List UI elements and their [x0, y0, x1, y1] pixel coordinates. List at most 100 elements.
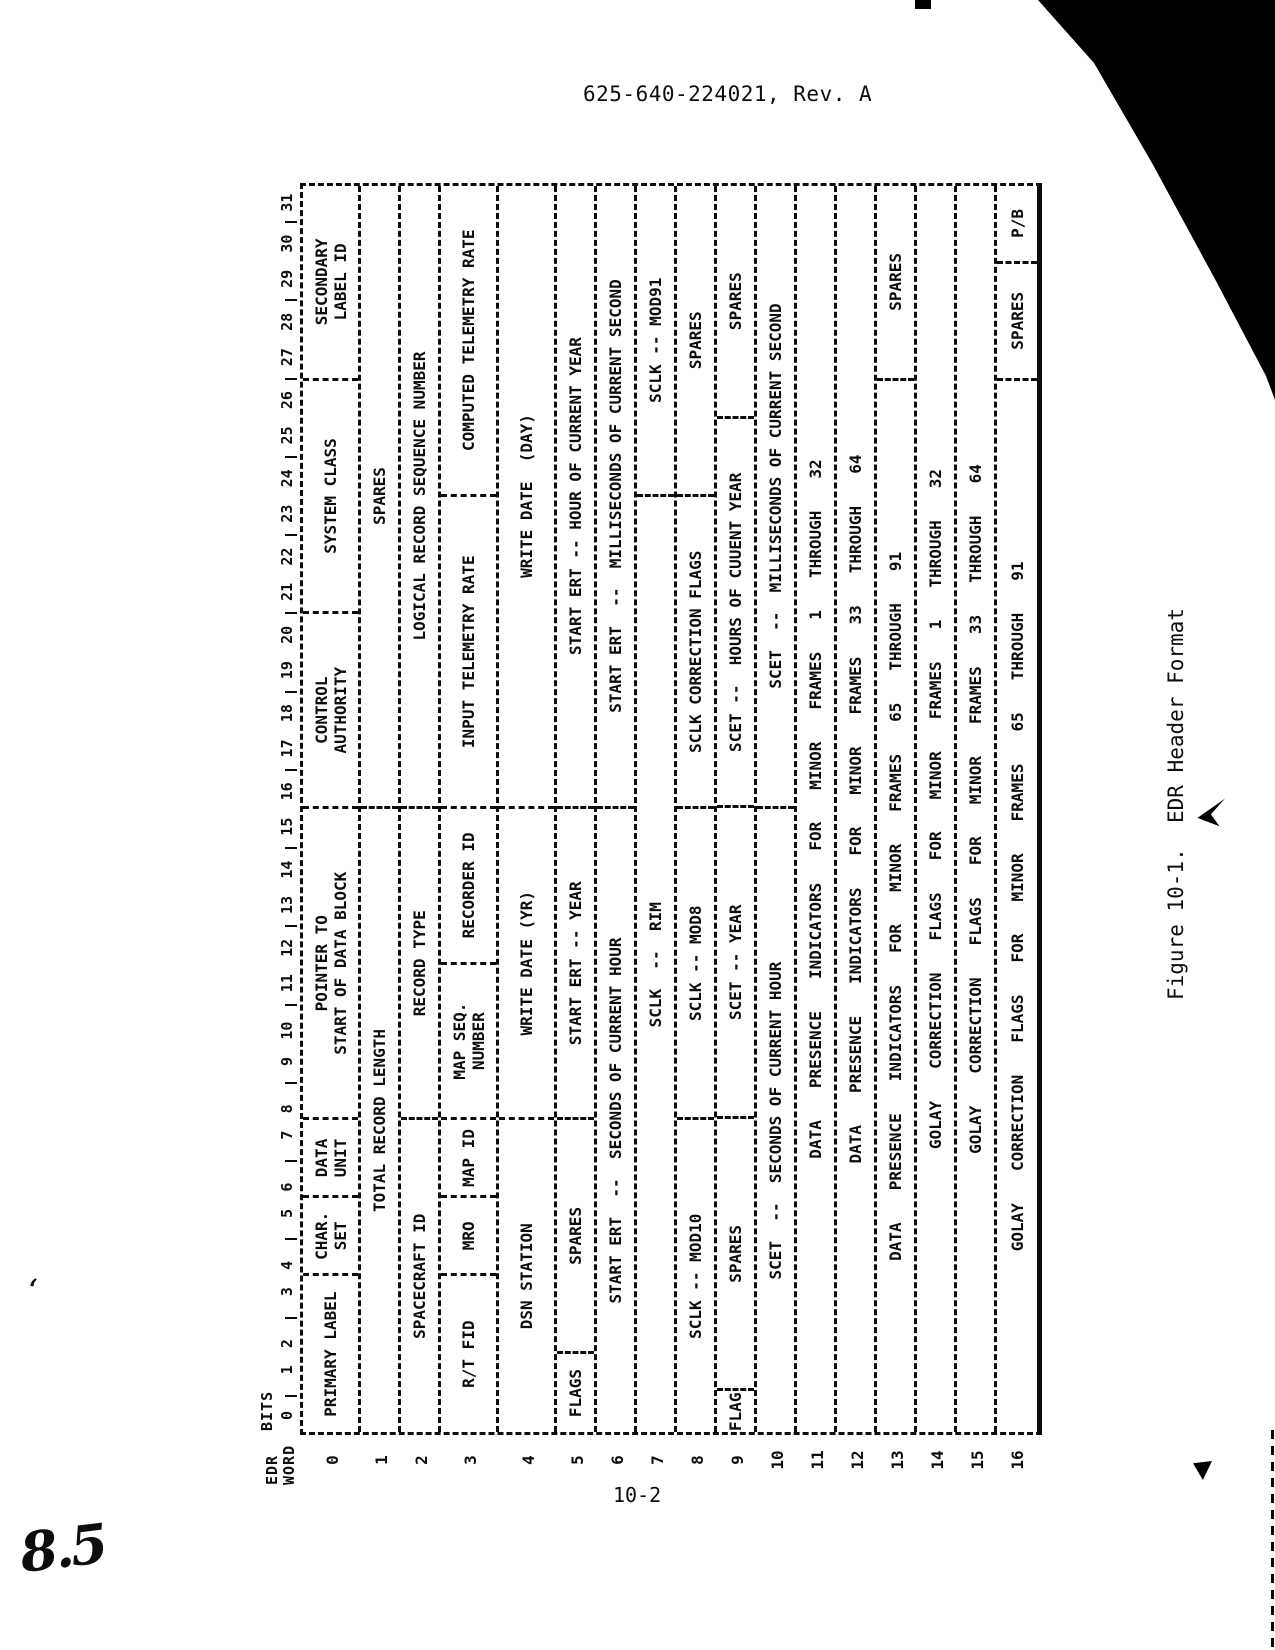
handwritten-note: 8.5 [16, 1511, 109, 1585]
word-number: 11 [807, 1450, 827, 1470]
triangle-mark-icon [1193, 1461, 1212, 1480]
figure-caption: Figure 10-1. EDR Header Format [1164, 608, 1188, 1000]
table-row: DSN STATION WRITE DATE (YR) WRITE DATE (DA… [499, 186, 557, 1432]
word-number: 16 [1007, 1450, 1027, 1470]
table-cell: RECORDER ID [441, 809, 496, 965]
word-number: 13 [887, 1450, 907, 1470]
table-cell: SCET -- HOURS OF CUUENT YEAR [717, 419, 754, 809]
table-row: SCET -- SECONDS OF CURRENT HOUR SCET -- M… [757, 186, 797, 1432]
pen-arrow-mark-icon [1196, 798, 1229, 829]
bit-number-group: 25 26 [276, 379, 298, 457]
table-cell: DATA PRESENCE INDICATORS FOR MINOR FRAME… [886, 551, 905, 1261]
word-number: 7 [647, 1455, 667, 1465]
bit-number-group: 3 4 [276, 1239, 298, 1317]
table-row: DATA PRESENCE INDICATORS FOR MINOR FRAME… [877, 186, 917, 1432]
table-cell: START ERT -- YEAR [557, 809, 594, 1121]
table-cell: START ERT -- MILLISECONDS OF CURRENT SEC… [597, 186, 634, 809]
table-cell: SPARES [997, 263, 1037, 381]
table-cell: PRIMARY LABEL [321, 1291, 340, 1417]
table-cell: GOLAY CORRECTION FLAGS FOR MINOR FRAMES … [1007, 561, 1027, 1252]
table-cell: DATA PRESENCE INDICATORS FOR MINOR FRAME… [806, 459, 825, 1159]
table-cell: SCLK -- RIM [646, 902, 665, 1028]
bit-number-group: 23 24 [276, 457, 298, 535]
table-cell: CHAR. SET [303, 1198, 358, 1277]
table-row: SPACECRAFT ID RECORD TYPE LOGICAL RECORD S… [401, 186, 441, 1432]
word-number: 0 [322, 1455, 342, 1465]
bit-number-group: 1 2 [276, 1318, 298, 1396]
bit-number-group: 31 [278, 193, 296, 212]
word-number: 6 [607, 1455, 627, 1465]
table-cell: SPARES [361, 186, 398, 809]
table-cell: DSN STATION [517, 1223, 536, 1330]
table-row: TOTAL RECORD LENGTH SPARES [361, 186, 401, 1432]
table-cell: SCLK -- MOD8 [677, 809, 714, 1121]
bit-number-group: 13 14 [276, 848, 298, 926]
table-row: START ERT -- SECONDS OF CURRENT HOUR STAR… [597, 186, 637, 1432]
word-number: 12 [847, 1450, 867, 1470]
table-cell: SECONDARY LABEL ID [303, 186, 358, 381]
table-row: SCLK -- RIM SCLK -- MOD91 [637, 186, 677, 1432]
table-cell: SPARES [717, 186, 754, 420]
bit-number-group: 21 22 [276, 535, 298, 613]
table-cell: WRITE DATE (YR) [499, 809, 554, 1121]
table-cell: CONTROL AUTHORITY [303, 614, 358, 809]
word-number: 4 [518, 1455, 538, 1465]
bit-number-group: 0 [276, 1396, 298, 1435]
bit-number-group: 9 10 [276, 1005, 298, 1083]
bit-number-group: 19 20 [276, 613, 298, 691]
table-cell: SCLK -- MOD91 [637, 186, 674, 498]
edr-label: EDR [263, 1454, 281, 1485]
bit-number-group: 17 18 [276, 692, 298, 770]
table-row: DATA PRESENCE INDICATORS FOR MINOR FRAME… [837, 186, 877, 1432]
edr-word-corner-label: EDR WORD [263, 1435, 298, 1485]
bit-number-group: 7 8 [276, 1083, 298, 1161]
word-number: 9 [727, 1455, 747, 1465]
table-cell: SCET -- YEAR [717, 808, 754, 1120]
table-cell: SYSTEM CLASS [303, 380, 358, 615]
table-cell: LOGICAL RECORD SEQUENCE NUMBER [401, 186, 438, 809]
word-number: 8 [687, 1455, 707, 1465]
bit-number-group: 27 28 [276, 300, 298, 378]
word-number: 14 [927, 1450, 947, 1470]
table-row: FLAG SPARES SCET -- YEAR SCET -- HOURS OF C… [717, 186, 757, 1432]
table-cell: GOLAY CORRECTION FLAGS FOR MINOR FRAMES … [966, 464, 985, 1154]
word-number: 2 [411, 1455, 431, 1465]
page-number: 10-2 [613, 1483, 662, 1507]
table-cell: FLAG [726, 1392, 745, 1431]
table-cell: SPARES [717, 1119, 754, 1392]
table-cell: SCLK -- MOD10 [686, 1213, 705, 1339]
table-row: PRIMARY LABEL CHAR. SET DATA UNIT POINTER T… [303, 186, 361, 1432]
table-cell: INPUT TELEMETRY RATE [441, 497, 496, 809]
table-cell: START ERT -- SECONDS OF CURRENT HOUR [606, 937, 625, 1304]
page-edge-artifact [1271, 1430, 1274, 1650]
word-number: 10 [767, 1450, 787, 1470]
table-cell: TOTAL RECORD LENGTH [370, 1028, 389, 1213]
word-number: 3 [460, 1455, 480, 1465]
table-cell: START ERT -- HOUR OF CURRENT YEAR [557, 186, 594, 809]
scan-tick-artifact [915, 0, 931, 9]
table-cell: R/T FID [459, 1320, 478, 1388]
bits-label: BITS [258, 1390, 276, 1431]
table-row: R/T FID MRO MAP ID MAP SEQ. NUMBER RECORDER … [441, 186, 499, 1432]
page-corner-fold-artifact [1038, 0, 1275, 400]
table-row: DATA PRESENCE INDICATORS FOR MINOR FRAME… [797, 186, 837, 1432]
table-cell: FLAGS [566, 1368, 585, 1418]
stray-pen-mark: ‘ [23, 1271, 40, 1313]
table-cell: SPACECRAFT ID [410, 1213, 429, 1339]
word-number-column: 0 1 2 3 4 5 6 7 8 9 10 11 12 13 14 15 16 [300, 1435, 1042, 1485]
table-cell: MRO [441, 1198, 496, 1277]
table-cell: SCET -- SECONDS OF CURRENT HOUR [766, 961, 785, 1280]
table-cell: MAP SEQ. NUMBER [441, 964, 496, 1121]
table-cell: GOLAY CORRECTION FLAGS FOR MINOR FRAMES … [926, 468, 945, 1150]
table-row: SCLK -- MOD10 SCLK -- MOD8 SCLK CORRECTION… [677, 186, 717, 1432]
table-cell: SPARES [557, 1120, 594, 1355]
edr-table-body: PRIMARY LABEL CHAR. SET DATA UNIT POINTER T… [300, 183, 1042, 1435]
table-row: GOLAY CORRECTION FLAGS FOR MINOR FRAMES … [997, 186, 1037, 1432]
table-cell: MAP ID [441, 1120, 496, 1199]
table-row: GOLAY CORRECTION FLAGS FOR MINOR FRAMES … [957, 186, 997, 1432]
bit-number-group: 11 12 [276, 926, 298, 1004]
